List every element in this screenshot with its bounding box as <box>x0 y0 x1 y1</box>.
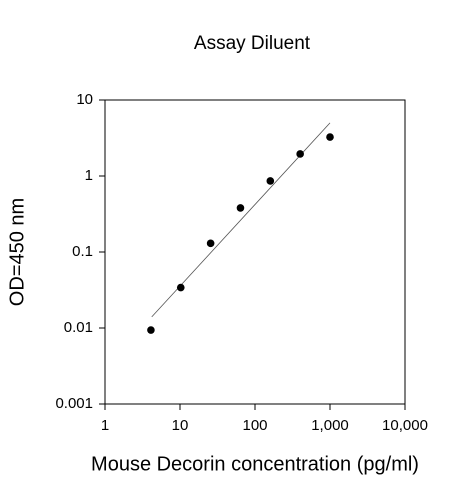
x-tick-label: 10,000 <box>382 417 428 434</box>
data-point <box>147 326 155 334</box>
chart-title: Assay Diluent <box>194 33 311 54</box>
y-tick-label: 0.1 <box>72 243 93 260</box>
y-tick-label: 0.001 <box>55 395 93 412</box>
data-point <box>266 177 275 185</box>
x-tick-label: 1 <box>101 417 109 434</box>
y-axis-label: OD=450 nm <box>6 198 28 306</box>
y-tick-label: 1 <box>85 167 93 184</box>
plot-frame <box>104 99 406 405</box>
x-tick-label: 100 <box>242 417 267 434</box>
data-point <box>206 239 215 248</box>
data-point <box>176 283 185 292</box>
x-tick-label: 10 <box>172 417 189 434</box>
y-tick-label: 10 <box>76 91 93 108</box>
data-point <box>326 133 334 141</box>
data-point <box>296 150 304 158</box>
y-tick-label: 0.01 <box>64 319 93 336</box>
x-tick-label: 1,000 <box>311 417 349 434</box>
data-point <box>236 204 245 212</box>
x-axis-label: Mouse Decorin concentration (pg/ml) <box>91 453 419 475</box>
